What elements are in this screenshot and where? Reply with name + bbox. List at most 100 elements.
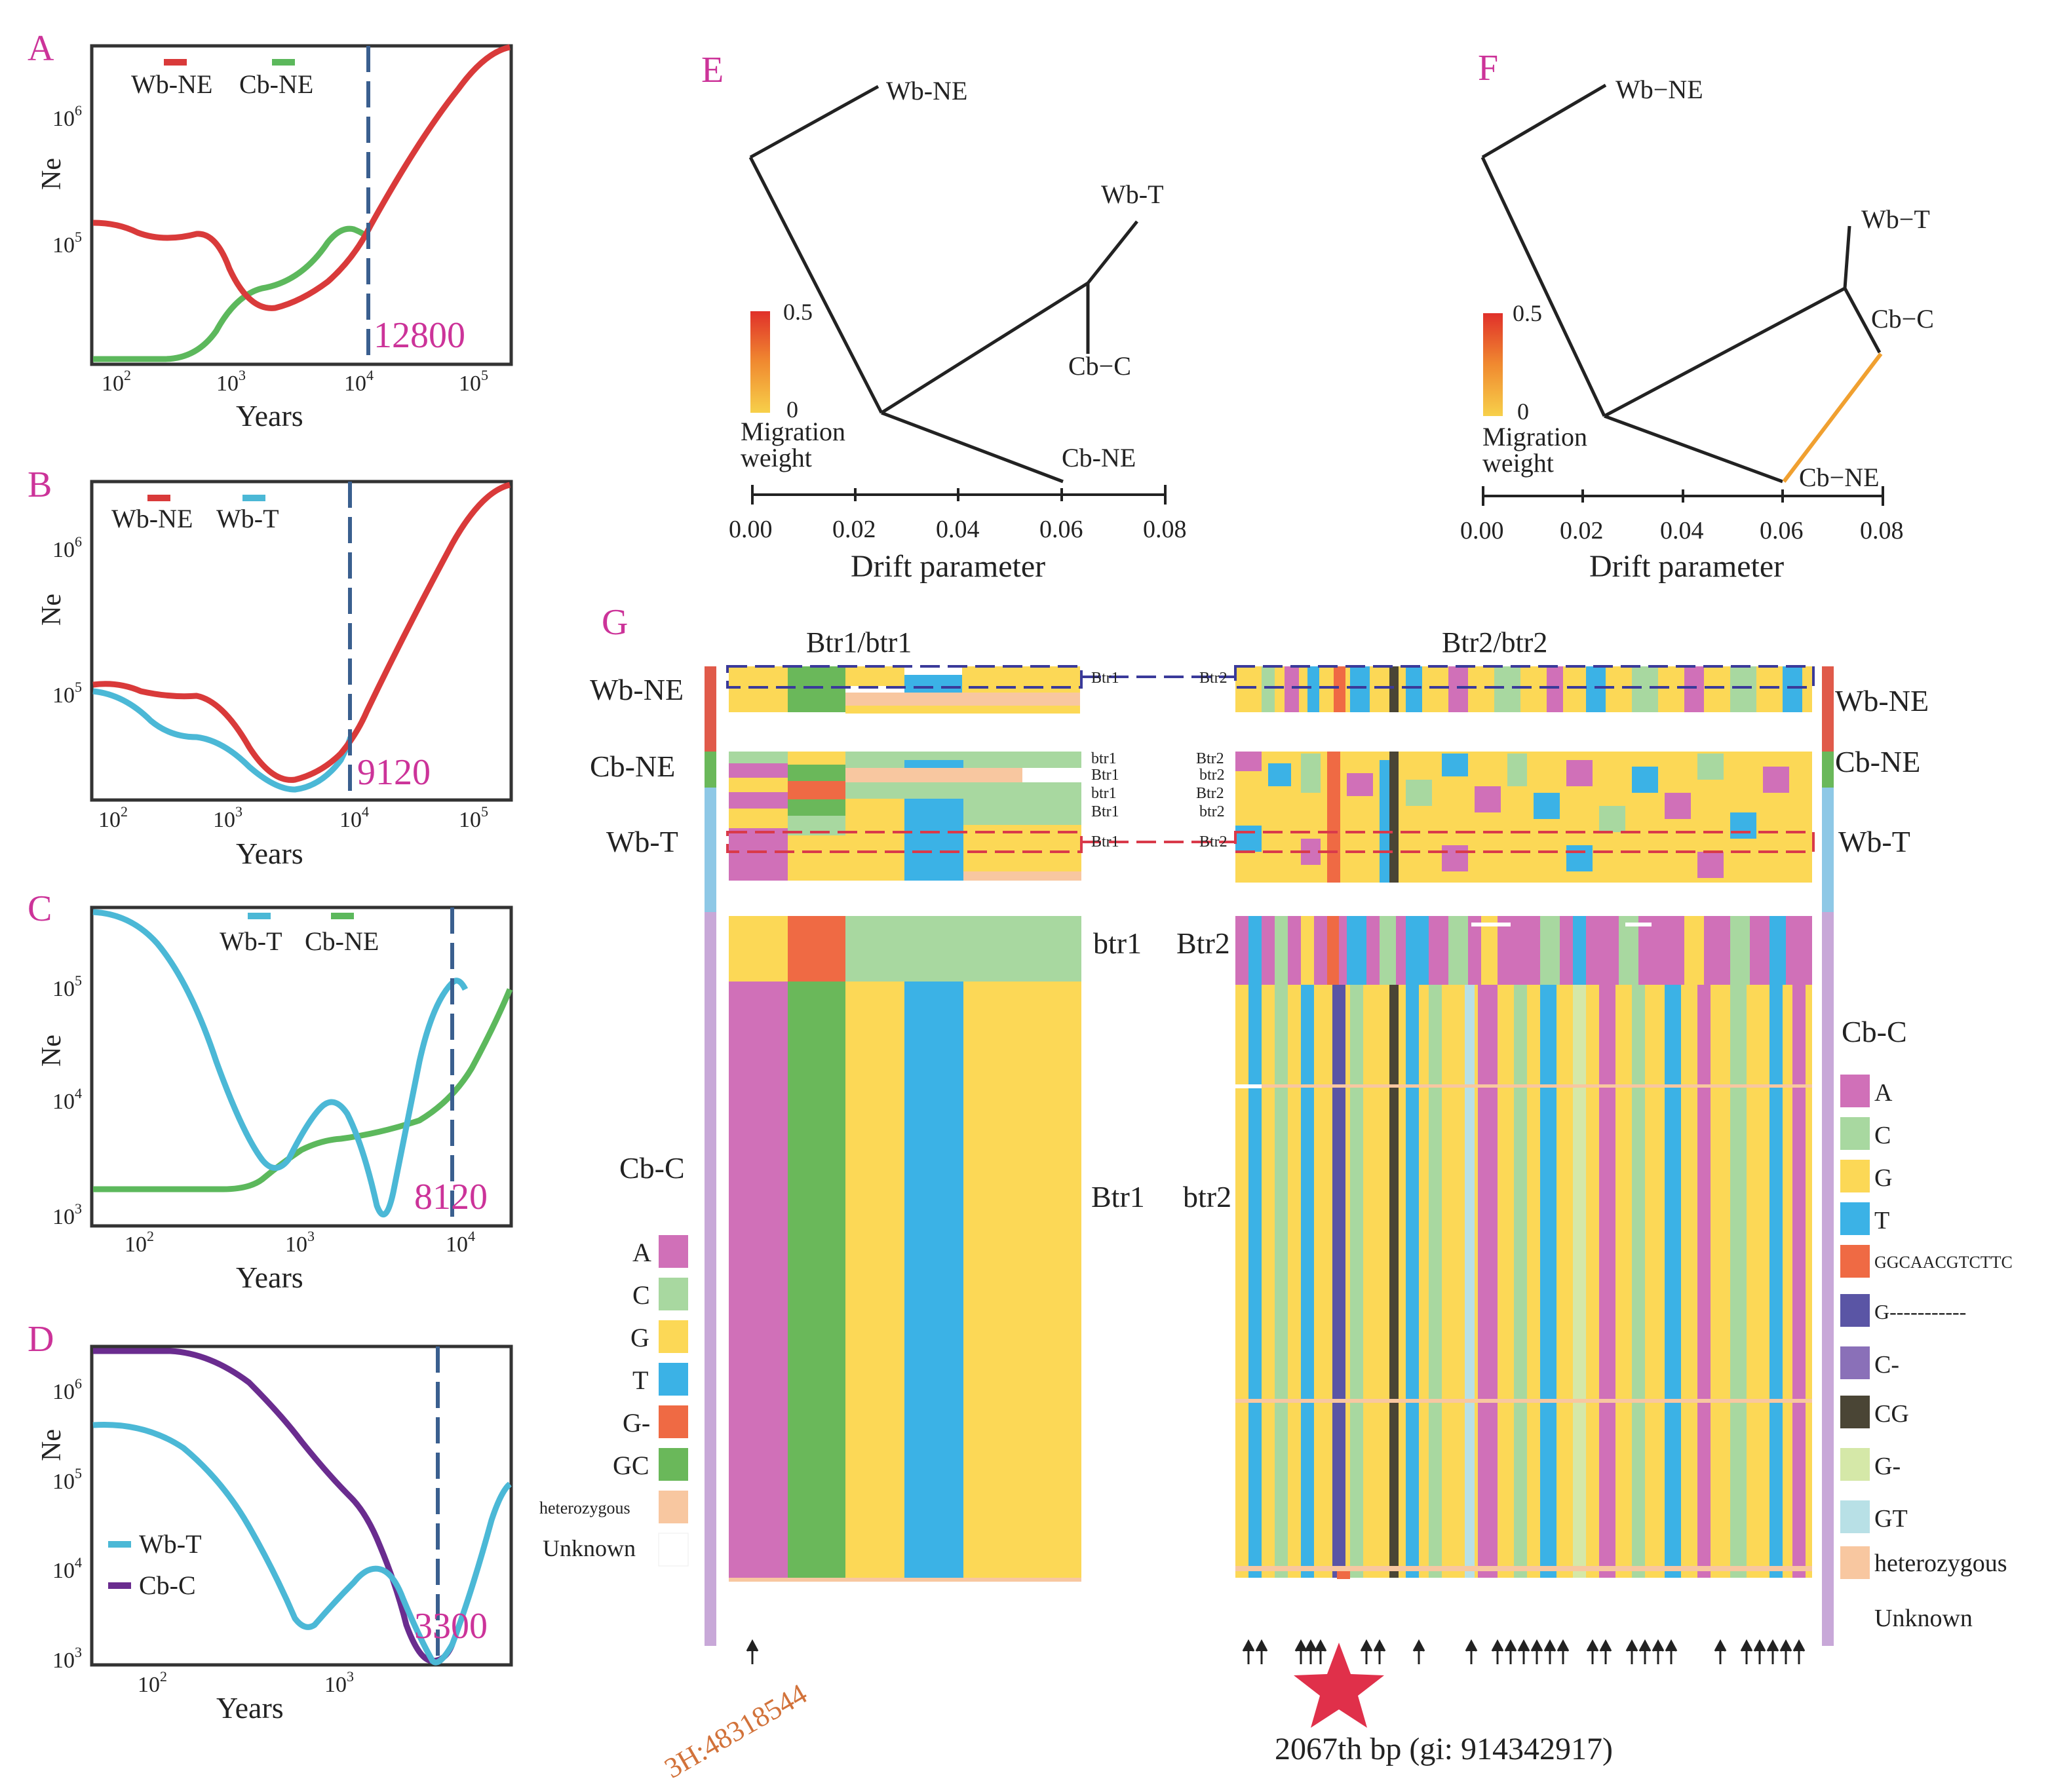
legend-label: Cb-NE	[305, 926, 379, 956]
group-strip-wb-t	[705, 788, 716, 912]
snp-arrows	[746, 1639, 1806, 1664]
svg-text:A: A	[1874, 1079, 1893, 1107]
panel-letter: A	[28, 28, 54, 69]
tree-leaf-label: Wb-NE	[886, 76, 967, 105]
group-label: Cb-NE	[1835, 745, 1920, 778]
legend-label: Wb-NE	[111, 504, 193, 533]
migration-edge	[1782, 353, 1883, 483]
drift-axis	[1482, 486, 1884, 506]
svg-text:G-: G-	[1874, 1453, 1901, 1480]
panel-letter: E	[701, 50, 724, 90]
scale-label: Migration	[1482, 422, 1587, 451]
group-label: Wb-T	[1838, 825, 1910, 858]
x-axis-label: Years	[236, 1261, 303, 1294]
panel-letter: B	[28, 465, 52, 505]
panel-title-left: Btr1/btr1	[806, 626, 912, 658]
y-tick: 103	[52, 1644, 82, 1673]
divergence-annotation: 9120	[357, 752, 431, 793]
group-strip-cb-c	[705, 912, 716, 1646]
x-tick: 0.06	[1760, 517, 1804, 544]
genotype-label: Btr1	[1091, 767, 1119, 784]
y-axis-label: Ne	[37, 1035, 67, 1067]
x-tick: 0.08	[1143, 516, 1187, 543]
x-tick: 103	[216, 367, 246, 396]
genotype-label: btr1	[1091, 750, 1117, 767]
panel-c: C Wb-T Cb-NE Ne 105 104 103 102 103 104 …	[28, 888, 513, 1294]
tree-leaf-label: Cb−C	[1871, 304, 1934, 334]
plot-frame	[90, 906, 513, 1228]
panel-title-right: Btr2/btr2	[1442, 626, 1547, 658]
y-tick: 105	[52, 229, 82, 257]
migration-weight-scale	[750, 311, 770, 413]
group-label: Cb-NE	[590, 750, 675, 783]
svg-text:G-: G-	[623, 1408, 650, 1438]
y-tick: 105	[52, 972, 82, 1001]
group-label: Cb-C	[1842, 1015, 1907, 1048]
genotype-label: Btr1	[1091, 670, 1119, 687]
group-label: Wb-NE	[1835, 684, 1929, 717]
panel-d: D Ne 106 105 104 103 102 103 Years Wb-T …	[28, 1319, 513, 1725]
genotype-label: Btr2	[1196, 750, 1224, 767]
big-genotype-label: btr2	[1183, 1180, 1231, 1213]
y-tick: 105	[52, 1465, 82, 1494]
y-axis-label: Ne	[37, 158, 67, 190]
y-tick: 105	[52, 679, 82, 708]
group-strip-wb-t	[1822, 788, 1834, 912]
y-tick: 106	[52, 533, 82, 562]
svg-text:Unknown: Unknown	[1874, 1605, 1973, 1632]
scale-label: weight	[1482, 448, 1554, 478]
y-tick: 106	[52, 1375, 82, 1404]
genotype-label: Btr1	[1091, 833, 1119, 850]
curve-purple	[93, 1348, 455, 1664]
genotype-label: Btr2	[1199, 670, 1228, 687]
panel-e: E Wb-NE Wb-T Cb−C Cb-NE 0.5 0 Migration …	[701, 50, 1187, 584]
x-tick: 0.08	[1860, 517, 1904, 544]
group-label: Wb-T	[606, 825, 678, 858]
heatmap-left-upper	[729, 666, 1081, 881]
x-tick: 0.02	[832, 516, 876, 543]
x-tick: 0.06	[1039, 516, 1083, 543]
panel-letter: F	[1478, 48, 1498, 88]
scale-max: 0.5	[783, 299, 813, 325]
legend-label: Cb-NE	[239, 69, 313, 99]
legend-right: A C G T GGCAACGTCTTC G----------- C- CG …	[1840, 1075, 2013, 1635]
curve-cyan	[92, 688, 354, 793]
y-tick: 104	[52, 1085, 82, 1114]
curve-cyan	[92, 909, 469, 1217]
genotype-label: btr2	[1199, 803, 1225, 820]
curve-red	[92, 482, 511, 783]
y-tick: 106	[52, 102, 82, 131]
svg-text:G-----------: G-----------	[1874, 1300, 1966, 1324]
x-tick: 103	[285, 1228, 315, 1257]
genotype-label: btr1	[1091, 785, 1117, 802]
svg-text:G: G	[630, 1323, 649, 1352]
svg-text:heterozygous: heterozygous	[539, 1498, 630, 1517]
tree-branches	[748, 85, 1138, 484]
x-tick: 105	[459, 803, 488, 832]
x-tick: 104	[446, 1228, 475, 1257]
plot-frame	[90, 480, 513, 802]
divergence-annotation: 12800	[374, 315, 465, 356]
panel-f: F Wb−NE Wb−T Cb−C Cb−NE 0.5 0 Migration …	[1460, 48, 1934, 584]
star-label: 2067th bp (gi: 914342917)	[1275, 1732, 1613, 1766]
x-axis-label: Years	[216, 1691, 284, 1725]
heatmap-left-cbc	[729, 916, 1081, 1582]
scale-label: Migration	[741, 417, 845, 446]
divergence-annotation: 3300	[414, 1606, 488, 1647]
genotype-label: Btr2	[1199, 833, 1228, 850]
locus-label: 3H:48318544	[659, 1677, 813, 1784]
x-tick: 103	[213, 803, 242, 832]
y-tick: 104	[52, 1554, 82, 1583]
curve-green	[93, 225, 370, 362]
x-axis-label: Years	[236, 399, 303, 432]
group-strip-cb-c	[1822, 912, 1834, 1646]
migration-weight-scale	[1483, 313, 1503, 416]
x-axis-label: Drift parameter	[851, 549, 1045, 584]
star-icon	[1294, 1643, 1384, 1728]
x-tick: 0.04	[936, 516, 980, 543]
x-tick: 102	[125, 1228, 154, 1257]
legend-left: A C G T G- GC heterozygous Unknown	[539, 1235, 689, 1567]
legend-label: Wb-T	[216, 504, 279, 533]
tree-leaf-label: Cb−NE	[1799, 463, 1880, 492]
